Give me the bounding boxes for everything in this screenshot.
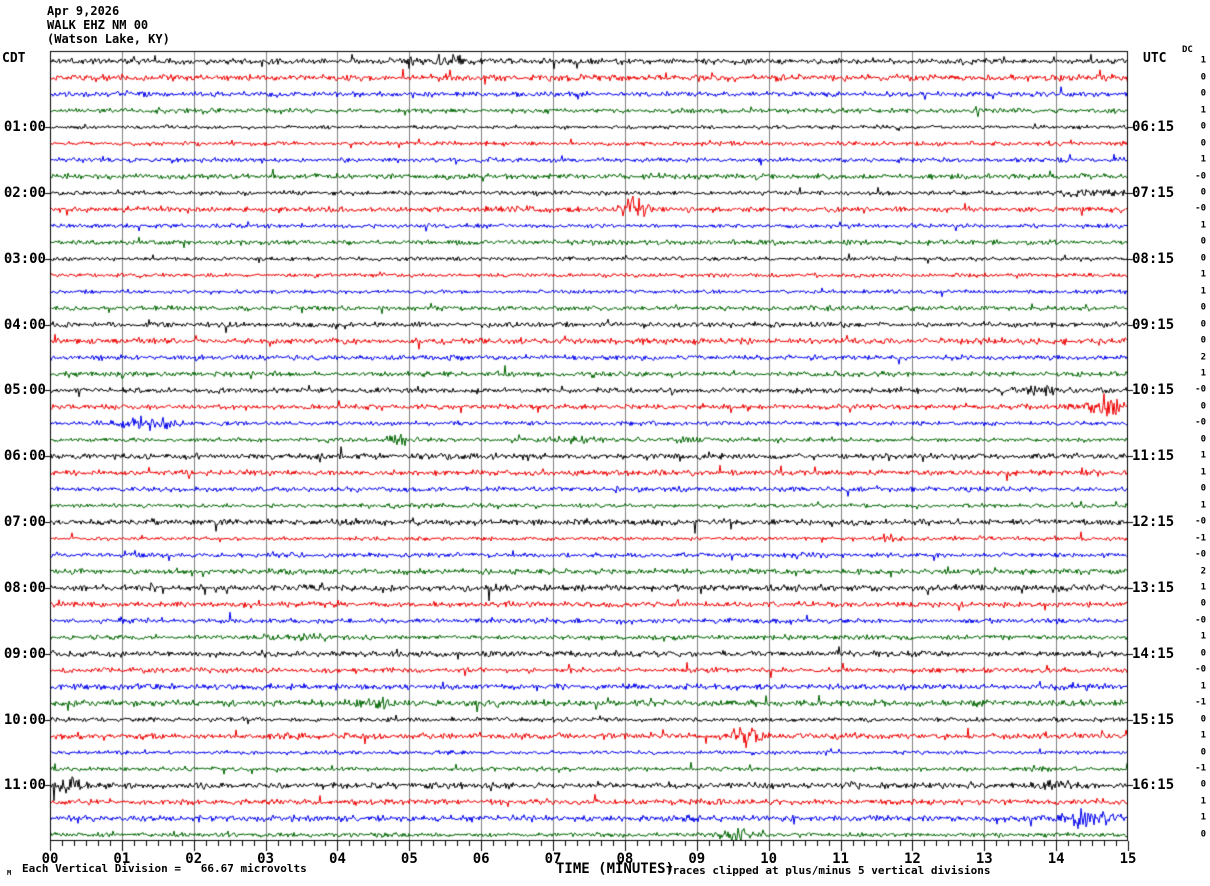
left-hour-label: 02:00 [3,184,46,201]
header-date: Apr 9,2026 [47,4,120,18]
dc-value: -0 [1195,203,1206,214]
right-timezone-label: UTC [1143,51,1167,66]
dc-value: 0 [1200,648,1206,659]
dc-column-header: DC [1182,45,1193,55]
dc-value: 1 [1200,681,1206,692]
dc-value: -0 [1195,516,1206,527]
right-hour-label: 10:15 [1132,382,1175,399]
right-hour-label: 15:15 [1132,711,1175,728]
dc-value: 1 [1200,368,1206,379]
x-tick-label: 14 [1047,851,1065,867]
dc-value: 1 [1200,450,1206,461]
dc-value: -0 [1195,417,1206,428]
dc-value: 1 [1200,500,1206,511]
dc-value: -1 [1195,533,1206,544]
left-hour-label: 08:00 [3,579,46,596]
dc-value: 1 [1200,812,1206,823]
dc-value: 1 [1200,154,1206,165]
dc-value: 1 [1200,730,1206,741]
header-station: WALK EHZ NM 00 [47,18,149,32]
left-hour-label: 04:00 [3,316,46,333]
dc-value: 0 [1200,319,1206,330]
x-axis-title: TIME (MINUTES) [556,861,675,877]
x-tick-label: 04 [329,851,346,867]
dc-value: 2 [1200,566,1206,576]
dc-value: 0 [1200,335,1206,346]
dc-value: -0 [1195,171,1206,181]
dc-value: 0 [1200,121,1206,132]
dc-value: 0 [1200,401,1206,412]
dc-value: -1 [1195,697,1206,708]
x-tick-label: 08 [616,851,634,867]
header-location: (Watson Lake, KY) [47,32,170,46]
right-hour-label: 07:15 [1132,184,1175,201]
left-hour-label: 03:00 [3,250,46,267]
dc-value: 0 [1200,302,1206,313]
dc-value: -0 [1195,549,1206,560]
dc-value: 0 [1200,187,1206,198]
dc-value: 0 [1200,138,1206,149]
dc-value: 1 [1200,220,1206,231]
x-tick-label: 10 [760,851,778,867]
dc-value: 0 [1200,434,1206,445]
dc-value: 1 [1200,55,1206,66]
dc-value: 1 [1200,105,1206,116]
dc-value: 0 [1200,72,1206,83]
dc-value: 1 [1200,467,1206,478]
dc-value: 1 [1200,286,1206,297]
dc-value: 0 [1200,88,1206,99]
right-hour-label: 14:15 [1132,645,1175,662]
dc-value: -1 [1195,763,1206,774]
right-hour-label: 06:15 [1132,119,1175,136]
dc-value: 0 [1200,714,1206,725]
dc-value: 1 [1200,796,1206,807]
x-tick-label: 02 [185,851,203,867]
left-hour-label: 05:00 [3,382,46,399]
x-tick-label: 15 [1119,851,1137,867]
dc-value: 1 [1200,631,1206,642]
scale-note: Each Vertical Division = 66.67 microvolt… [22,862,307,875]
left-timezone-label: CDT [2,51,26,66]
dc-value: 2 [1200,352,1206,363]
dc-value: -0 [1195,615,1206,626]
right-hour-label: 16:15 [1132,777,1175,794]
x-tick-label: 01 [113,851,131,867]
clip-note: Traces clipped at plus/minus 5 vertical … [666,864,991,877]
left-hour-label: 09:00 [3,645,46,662]
x-tick-label: 00 [41,851,59,867]
x-tick-label: 05 [400,851,418,867]
dc-value: 0 [1200,483,1206,494]
x-tick-label: 09 [688,851,706,867]
right-hour-label: 08:15 [1132,250,1175,267]
right-hour-label: 12:15 [1132,514,1175,531]
dc-value: 0 [1200,747,1206,758]
x-tick-label: 13 [975,851,993,867]
right-hour-label: 11:15 [1132,448,1175,465]
dc-value: -0 [1195,664,1206,675]
dc-value: 0 [1200,236,1206,247]
left-hour-label: 06:00 [3,448,46,465]
x-tick-label: 12 [903,851,921,867]
left-hour-label: 10:00 [3,711,46,728]
dc-value: 0 [1200,779,1206,790]
right-hour-label: 09:15 [1132,316,1175,333]
dc-value: 1 [1200,269,1206,280]
x-tick-label: 06 [472,851,490,867]
dc-value: 0 [1200,829,1206,840]
left-hour-label: 07:00 [3,514,46,531]
dc-value: -0 [1195,384,1206,395]
left-hour-label: 11:00 [3,777,46,794]
x-tick-label: 03 [257,851,275,867]
x-tick-label: 11 [832,851,849,867]
dc-value: 0 [1200,253,1206,264]
x-tick-label: 07 [544,851,562,867]
corner-mark: M [7,869,12,877]
dc-value: 0 [1200,598,1206,609]
right-hour-label: 13:15 [1132,579,1175,596]
left-hour-label: 01:00 [3,119,46,136]
dc-value: 1 [1200,582,1206,593]
